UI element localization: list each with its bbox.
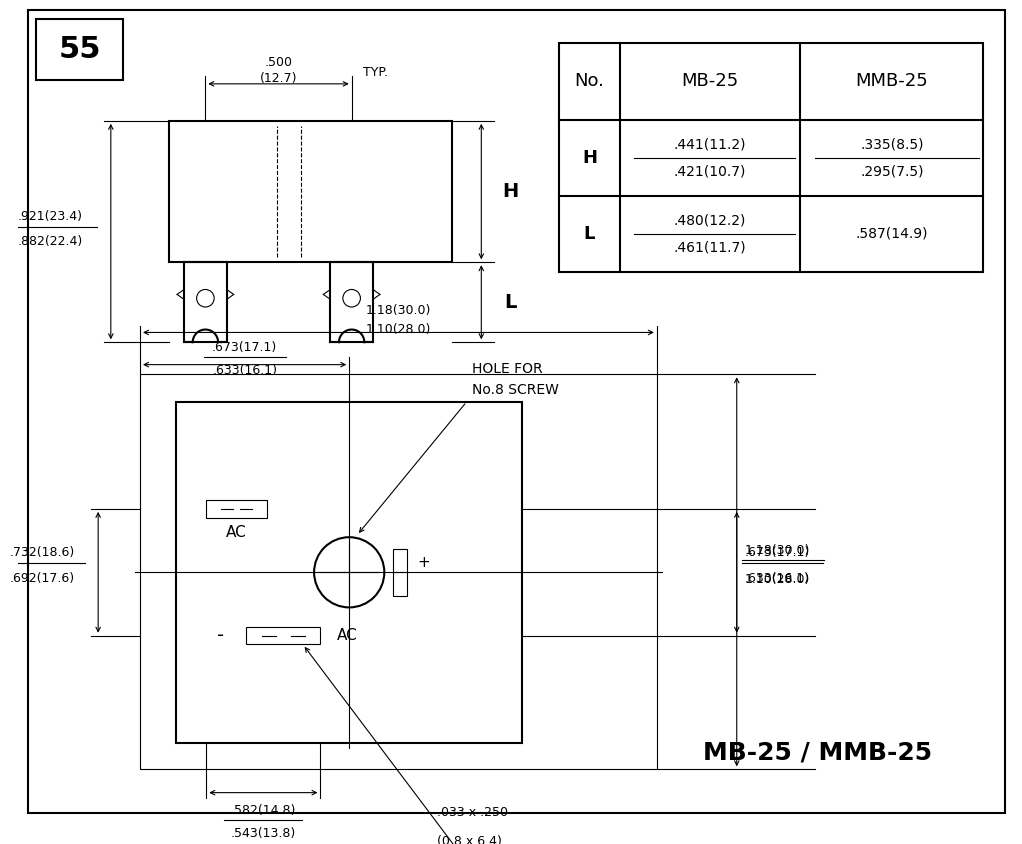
Text: .882(22.4): .882(22.4) [17, 235, 83, 248]
Text: 1.10(28.0): 1.10(28.0) [366, 323, 431, 336]
Text: L: L [505, 293, 517, 311]
Text: .633(16.1): .633(16.1) [213, 364, 277, 377]
Text: .500: .500 [265, 56, 292, 69]
Text: H: H [503, 182, 519, 201]
Text: .421(10.7): .421(10.7) [673, 165, 746, 179]
Text: (0.8 x 6.4): (0.8 x 6.4) [437, 835, 502, 844]
Bar [206, 500, 267, 517]
Bar [170, 121, 452, 262]
Text: .295(7.5): .295(7.5) [861, 165, 924, 179]
Bar [559, 43, 983, 272]
Text: .441(11.2): .441(11.2) [673, 138, 746, 151]
Text: .633(16.1): .633(16.1) [745, 571, 809, 585]
Text: AC: AC [337, 628, 358, 643]
Bar [176, 402, 522, 743]
Text: .587(14.9): .587(14.9) [855, 227, 928, 241]
Text: 1.10(28.0): 1.10(28.0) [745, 573, 809, 586]
Text: .480(12.2): .480(12.2) [673, 214, 746, 227]
Text: .033 x .250: .033 x .250 [437, 806, 508, 819]
Bar [246, 627, 321, 645]
Text: .692(17.6): .692(17.6) [10, 571, 76, 585]
Text: .673(17.1): .673(17.1) [212, 341, 277, 354]
Text: .732(18.6): .732(18.6) [10, 546, 76, 560]
Text: .461(11.7): .461(11.7) [673, 241, 746, 255]
Text: .921(23.4): .921(23.4) [17, 210, 83, 224]
Text: AC: AC [226, 525, 247, 540]
Bar [393, 549, 407, 596]
Text: H: H [583, 149, 597, 167]
Text: MB-25 / MMB-25: MB-25 / MMB-25 [703, 741, 932, 765]
Text: 1.18(30.0): 1.18(30.0) [366, 304, 431, 316]
Text: HOLE FOR: HOLE FOR [471, 361, 543, 376]
Text: No.8 SCREW: No.8 SCREW [471, 383, 558, 397]
Text: .543(13.8): .543(13.8) [231, 827, 296, 840]
Text: .335(8.5): .335(8.5) [861, 138, 924, 151]
Text: .582(14.8): .582(14.8) [231, 803, 296, 817]
Text: MMB-25: MMB-25 [855, 72, 928, 90]
Text: No.: No. [574, 72, 604, 90]
Text: (12.7): (12.7) [260, 73, 297, 85]
Text: 1.18(30.0): 1.18(30.0) [745, 544, 809, 557]
Text: TYP.: TYP. [364, 66, 388, 78]
Bar [140, 375, 657, 769]
Bar [330, 262, 373, 342]
Text: 55: 55 [58, 35, 101, 64]
Text: -: - [217, 626, 224, 645]
Text: MB-25: MB-25 [682, 72, 739, 90]
Text: L: L [584, 225, 595, 243]
Text: .673(17.1): .673(17.1) [745, 546, 809, 560]
Text: +: + [417, 555, 430, 570]
Bar [184, 262, 227, 342]
Bar [36, 19, 124, 80]
